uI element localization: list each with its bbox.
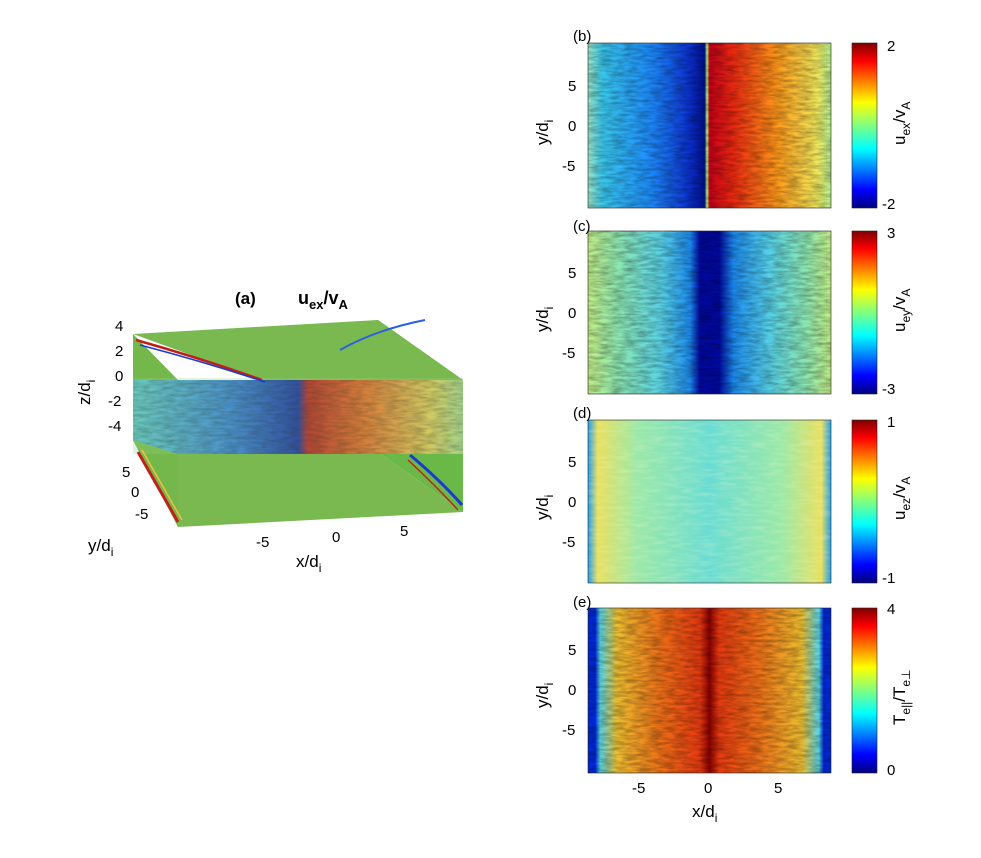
panel-d-y-label: y/di xyxy=(533,495,556,520)
panel-c-frame xyxy=(587,230,832,395)
panel-c-y-ticks: 5 0 -5 xyxy=(562,265,576,362)
panel-c-y-label: y/di xyxy=(533,307,556,332)
svg-text:5: 5 xyxy=(774,780,782,797)
panel-c-cbar-label: uey/vA xyxy=(890,289,913,332)
panel-c-cbar-max: 3 xyxy=(887,225,895,242)
panel-b-y-label: y/di xyxy=(533,120,556,145)
svg-text:5: 5 xyxy=(568,265,576,282)
panel-d-label: (d) xyxy=(573,405,591,422)
panel-a-overlay-plane xyxy=(133,378,463,454)
panel-b-label: (b) xyxy=(573,28,591,45)
svg-text:-4: -4 xyxy=(108,418,121,435)
panel-b-cbar-label: uex/vA xyxy=(890,102,913,145)
svg-text:0: 0 xyxy=(568,682,576,699)
panel-e-cbar-min: 0 xyxy=(887,762,895,779)
svg-text:5: 5 xyxy=(568,454,576,471)
panel-e-frame xyxy=(587,607,832,774)
svg-text:0: 0 xyxy=(131,484,139,501)
panel-e-cbar-label: Te||/Te⊥ xyxy=(890,669,913,725)
panel-e-cbar-max: 4 xyxy=(887,601,895,618)
svg-text:-5: -5 xyxy=(562,722,575,739)
panel-b-y-ticks: 5 0 -5 xyxy=(562,78,576,175)
svg-text:0: 0 xyxy=(115,368,123,385)
panel-e-label: (e) xyxy=(573,594,591,611)
panel-c-texture xyxy=(588,231,831,394)
svg-text:-5: -5 xyxy=(562,158,575,175)
panel-b-cbar-max: 2 xyxy=(887,38,895,55)
panel-a-wall-trace xyxy=(136,451,180,523)
panel-a-x-label: x/di xyxy=(296,552,321,575)
svg-text:5: 5 xyxy=(568,78,576,95)
svg-text:0: 0 xyxy=(568,305,576,322)
panel-b-frame xyxy=(587,42,832,209)
panel-a-y-ticks: 5 0 -5 xyxy=(122,464,148,523)
panel-d-texture xyxy=(588,420,831,583)
panel-a-z-label: z/di xyxy=(75,380,98,405)
panel-a-data-slice-texture xyxy=(133,380,463,454)
svg-text:5: 5 xyxy=(122,464,130,481)
panel-c-heatmap: (c) 5 0 -5 y/di 3 -3 uey/vA xyxy=(533,218,913,398)
panel-a-wall-trace xyxy=(409,453,464,506)
panel-b-heatmap: (b) 5 0 -5 y/di 2 -2 uex/vA xyxy=(533,28,913,213)
panel-e-x-label: x/di xyxy=(692,802,717,825)
svg-text:4: 4 xyxy=(115,318,123,335)
panel-a-floor xyxy=(133,440,463,527)
panel-d-cbar-min: -1 xyxy=(882,570,895,587)
panel-e-colorbar xyxy=(851,607,878,774)
svg-text:-5: -5 xyxy=(632,780,645,797)
panel-e-heatmap: (e) 5 0 -5 y/di -5 0 5 x/di 4 0 Te||/Te⊥ xyxy=(533,594,913,825)
panel-e-y-ticks: 5 0 -5 xyxy=(562,642,576,739)
panel-a-top-face xyxy=(133,320,463,380)
svg-text:5: 5 xyxy=(568,642,576,659)
panel-a-title: uex/vA xyxy=(298,288,348,312)
svg-text:-5: -5 xyxy=(562,534,575,551)
panel-d-y-ticks: 5 0 -5 xyxy=(562,454,576,551)
svg-text:-5: -5 xyxy=(562,345,575,362)
svg-text:0: 0 xyxy=(568,494,576,511)
panel-c-colorbar xyxy=(851,230,878,395)
panel-a-3d-plot: (a) uex/vA 4 2 0 -2 -4 z/di 5 0 -5 y/di … xyxy=(75,288,464,575)
panel-a-wall-trace xyxy=(139,344,266,383)
svg-text:0: 0 xyxy=(568,118,576,135)
panel-e-y-label: y/di xyxy=(533,683,556,708)
panel-a-wall-trace xyxy=(141,449,183,521)
svg-text:0: 0 xyxy=(332,529,340,546)
panel-d-heatmap: (d) 5 0 -5 y/di 1 -1 uez/vA xyxy=(533,405,913,587)
panel-e-x-ticks: -5 0 5 xyxy=(632,780,782,797)
panel-d-cbar-max: 1 xyxy=(887,414,895,431)
panel-a-wall-trace xyxy=(135,338,263,382)
panel-a-wall-trace xyxy=(339,319,426,351)
svg-text:0: 0 xyxy=(704,780,712,797)
panel-b-colorbar xyxy=(851,42,878,209)
svg-text:5: 5 xyxy=(400,523,408,540)
panel-a-z-ticks: 4 2 0 -2 -4 xyxy=(108,318,123,435)
panel-a-wall-trace xyxy=(407,459,459,511)
panel-e-texture xyxy=(588,608,831,773)
panel-b-cbar-min: -2 xyxy=(882,196,895,213)
panel-c-label: (c) xyxy=(573,218,591,235)
panel-b-texture xyxy=(588,43,831,208)
panel-a-y-label: y/di xyxy=(88,536,113,559)
svg-text:2: 2 xyxy=(115,343,123,360)
panel-d-colorbar xyxy=(851,419,878,584)
panel-a-x-ticks: -5 0 5 xyxy=(256,523,408,551)
svg-text:-5: -5 xyxy=(256,534,269,551)
svg-text:-2: -2 xyxy=(108,393,121,410)
svg-text:-5: -5 xyxy=(135,506,148,523)
panel-a-label: (a) xyxy=(235,289,256,308)
panel-d-frame xyxy=(587,419,832,584)
panel-c-cbar-min: -3 xyxy=(882,381,895,398)
panel-d-cbar-label: uez/vA xyxy=(890,477,913,520)
